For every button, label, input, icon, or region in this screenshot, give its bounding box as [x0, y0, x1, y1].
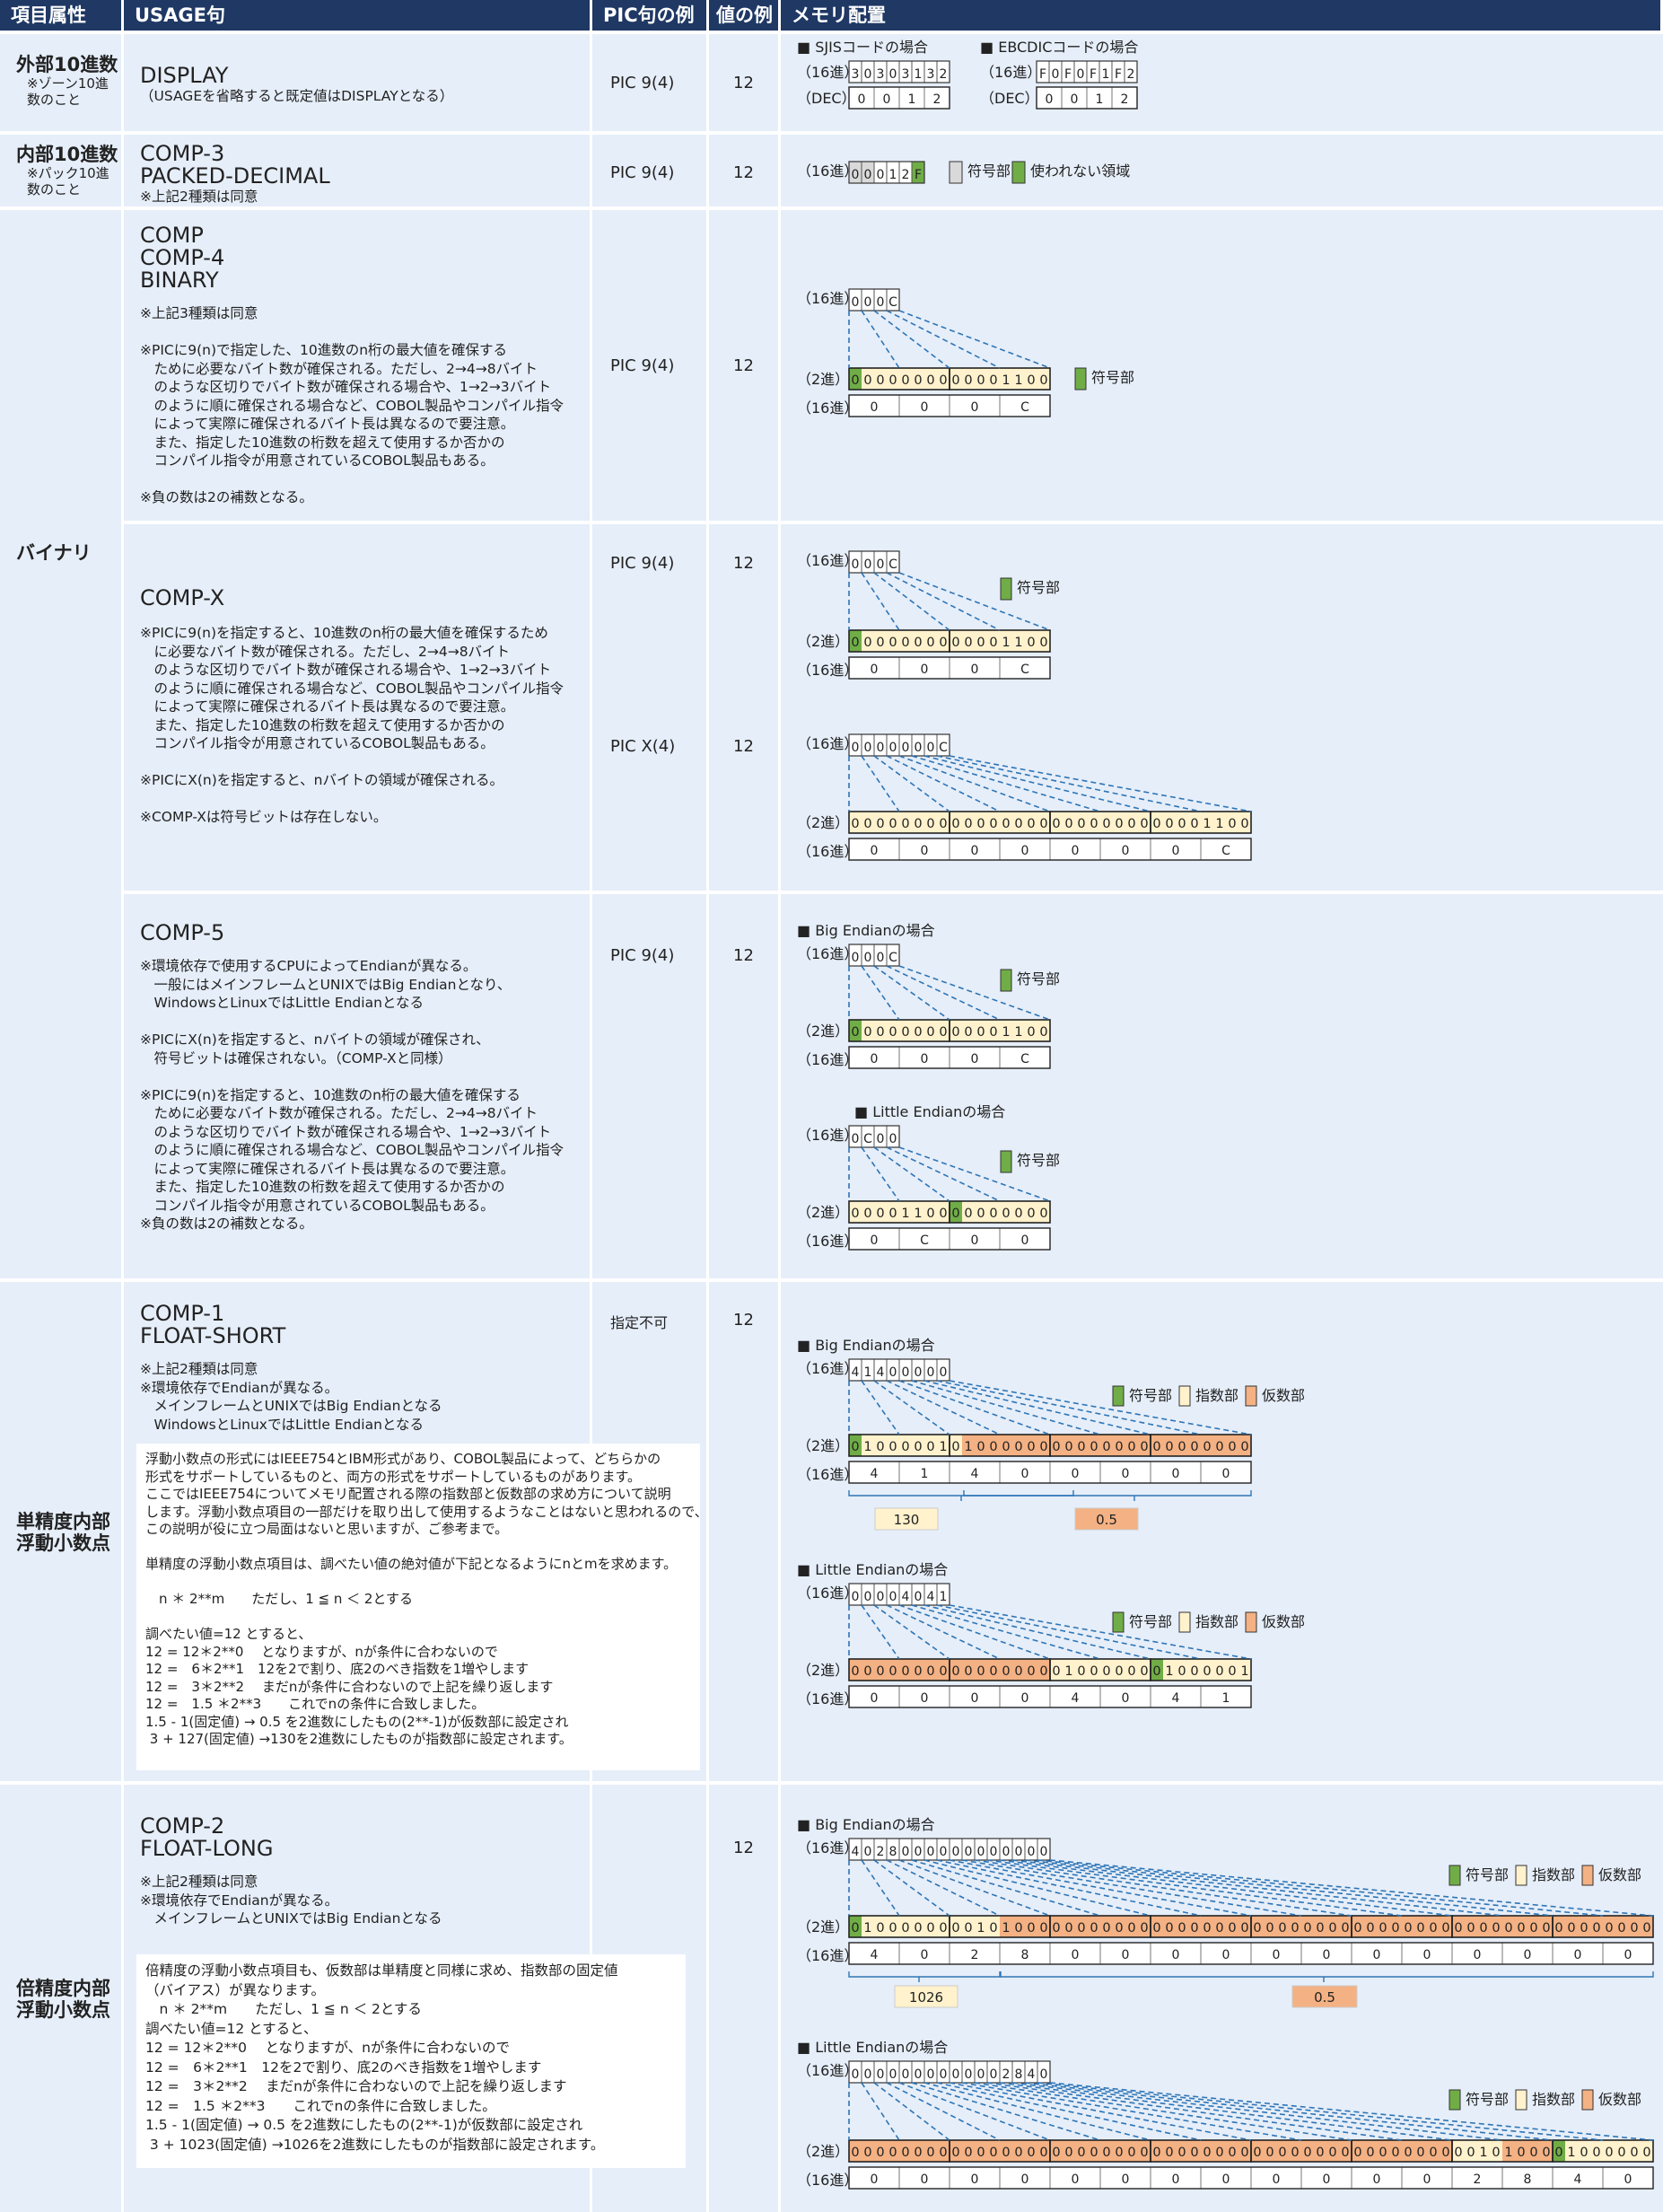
- header-attr: 項目属性: [0, 0, 124, 31]
- header-usage: USAGE句: [124, 0, 592, 31]
- value-cell-float-short: [709, 1282, 778, 1781]
- value-cell-compx: [709, 524, 778, 891]
- float-short-explanation: 浮動小数点の形式にはIEEE754とIBM形式があり、COBOL製品によって、ど…: [136, 1444, 708, 1770]
- value-cell-comp: [709, 210, 778, 521]
- pic-display: PIC 9(4): [610, 74, 675, 92]
- pic-cell-comp5: [592, 894, 706, 1278]
- pic-float-short: 指定不可: [610, 1314, 669, 1331]
- pic-comp5: PIC 9(4): [610, 946, 675, 965]
- usage-comp3: COMP-3 PACKED-DECIMAL: [140, 141, 330, 189]
- pic-cell-comp3: [592, 135, 706, 206]
- value-comp3: 12: [733, 163, 754, 182]
- value-compx-1: 12: [733, 554, 754, 573]
- pic-compx-1: PIC 9(4): [610, 554, 675, 573]
- value-float-short: 12: [733, 1311, 754, 1330]
- value-compx-2: 12: [733, 737, 754, 756]
- value-cell-comp5: [709, 894, 778, 1278]
- memory-cell-float-short: [781, 1282, 1663, 1781]
- attr-cell-display: [0, 34, 121, 131]
- pic-cell-display: [592, 34, 706, 131]
- usage-comp: COMP COMP-4 BINARY: [140, 223, 225, 293]
- attr-cell-binary: [0, 210, 121, 1278]
- value-display: 12: [733, 74, 754, 92]
- attr-comp3-note: ※パック10進 数のこと: [27, 165, 109, 198]
- usage-comp5-note: ※環境依存で使用するCPUによってEndianが異なる。 一般にはメインフレーム…: [140, 958, 564, 1232]
- usage-display: DISPLAY: [140, 63, 229, 88]
- attr-float-long: 倍精度内部 浮動小数点: [16, 1978, 110, 2021]
- pic-comp: PIC 9(4): [610, 356, 675, 375]
- usage-float-long: COMP-2 FLOAT-LONG: [140, 1813, 274, 1861]
- pic-compx-2: PIC X(4): [610, 737, 676, 756]
- attr-binary: バイナリ: [16, 542, 92, 564]
- attr-cell-float-short: [0, 1282, 121, 1781]
- usage-cell-comp3: [124, 135, 590, 206]
- memory-cell-compx: [781, 524, 1663, 891]
- attr-display: 外部10進数 ※ゾーン10進 数のこと: [16, 54, 124, 108]
- attr-cell-float-long: [0, 1785, 121, 2212]
- pic-comp3: PIC 9(4): [610, 163, 675, 182]
- memory-cell-display: [781, 34, 1663, 131]
- attr-cell-comp3: [0, 135, 121, 206]
- memory-cell-comp: [781, 210, 1663, 521]
- pic-cell-compx: [592, 524, 706, 891]
- header-value: 値の例: [709, 0, 781, 31]
- attr-comp3-label: 内部10進数: [16, 144, 118, 165]
- value-float-long: 12: [733, 1839, 754, 1857]
- usage-cell-comp: [124, 210, 590, 521]
- value-cell-float-long: [709, 1785, 778, 2212]
- float-long-explanation: 倍精度の浮動小数点項目も、仮数部は単精度と同様に求め、指数部の固定値 （バイアス…: [136, 1954, 686, 2168]
- header-memory: メモリ配置: [781, 0, 1663, 31]
- memory-cell-comp5: [781, 894, 1663, 1278]
- usage-comp3-note: ※上記2種類は同意: [140, 189, 258, 205]
- pic-cell-comp: [592, 210, 706, 521]
- usage-compx-note: ※PICに9(n)を指定すると、10進数のn桁の最大値を確保するため に必要なバ…: [140, 625, 564, 825]
- value-cell-comp3: [709, 135, 778, 206]
- usage-cell-comp5: [124, 894, 590, 1278]
- header-pic: PIC句の例: [592, 0, 709, 31]
- usage-cell-display: [124, 34, 590, 131]
- usage-display-note: （USAGEを省略すると既定値はDISPLAYとなる）: [140, 88, 454, 104]
- value-cell-display: [709, 34, 778, 131]
- attr-float-short: 単精度内部 浮動小数点: [16, 1511, 110, 1554]
- memory-cell-comp3: [781, 135, 1663, 206]
- usage-float-long-note: ※上記2種類は同意 ※環境依存でEndianが異なる。 メインフレームとUNIX…: [140, 1874, 442, 1927]
- memory-cell-float-long: [781, 1785, 1663, 2212]
- attr-display-label: 外部10進数: [16, 54, 118, 75]
- usage-comp5: COMP-5: [140, 920, 225, 945]
- usage-compx: COMP-X: [140, 585, 225, 610]
- usage-cell-compx: [124, 524, 590, 891]
- value-comp: 12: [733, 356, 754, 375]
- usage-float-short-note: ※上記2種類は同意 ※環境依存でEndianが異なる。 メインフレームとUNIX…: [140, 1361, 442, 1433]
- attr-comp3: 内部10進数 ※パック10進 数のこと: [16, 144, 124, 198]
- usage-float-short: COMP-1 FLOAT-SHORT: [140, 1301, 286, 1348]
- value-comp5: 12: [733, 946, 754, 965]
- attr-display-note: ※ゾーン10進 数のこと: [27, 75, 109, 108]
- usage-comp-note: ※上記3種類は同意 ※PICに9(n)で指定した、10進数のn桁の最大値を確保す…: [140, 305, 564, 505]
